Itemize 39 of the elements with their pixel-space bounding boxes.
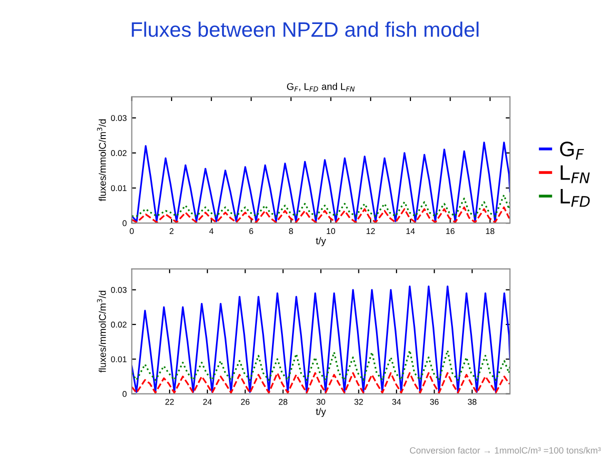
chart-subtitle: G$_{F}$, L$_{FD}$ and L$_{FN}$ xyxy=(287,82,355,92)
x-tick-label: 30 xyxy=(316,398,326,405)
x-tick-label: 24 xyxy=(203,398,212,405)
y-tick-label: 0.02 xyxy=(111,322,126,328)
y-axis-title: fluxes/mmolC/m$^{3}$/d xyxy=(97,119,106,202)
legend-label: L$_{FD}$ xyxy=(560,189,590,207)
x-tick-label: 2 xyxy=(170,228,174,234)
x-tick-label: 36 xyxy=(430,398,439,405)
y-tick-label: 0.01 xyxy=(111,356,126,362)
x-tick-label: 28 xyxy=(278,398,288,405)
x-tick-label: 16 xyxy=(446,228,455,234)
x-tick-label: 34 xyxy=(392,398,401,405)
y-tick-label: 0.03 xyxy=(111,115,127,121)
x-tick-label: 12 xyxy=(366,228,375,234)
y-tick-label: 0 xyxy=(122,391,127,397)
x-tick-label: 10 xyxy=(326,228,336,234)
x-tick-label: 22 xyxy=(165,398,174,405)
y-tick-label: 0.03 xyxy=(111,286,127,293)
y-tick-label: 0.01 xyxy=(111,185,126,192)
line-series xyxy=(132,194,510,217)
x-tick-label: 26 xyxy=(241,398,250,405)
line-series xyxy=(132,350,510,381)
x-tick-label: 0 xyxy=(130,228,134,234)
y-axis-title: fluxes/mmolC/m$^{3}$/d xyxy=(97,290,106,373)
y-tick-label: 0.02 xyxy=(111,150,126,156)
legend-label: L$_{FN}$ xyxy=(560,165,590,184)
x-axis-title: t/y xyxy=(316,408,326,417)
y-tick-label: 0 xyxy=(122,220,127,226)
x-tick-label: 14 xyxy=(406,228,415,234)
text: Conversion factor → 1mmolC/m³ =100 tons/km³ xyxy=(410,446,601,454)
x-tick-label: 6 xyxy=(249,228,254,234)
legend-label: G$_{F}$ xyxy=(560,142,584,160)
x-tick-label: 32 xyxy=(354,398,363,405)
x-tick-label: 38 xyxy=(468,398,476,405)
x-tick-label: 18 xyxy=(486,228,494,234)
x-tick-label: 4 xyxy=(209,228,214,234)
x-tick-label: 8 xyxy=(289,228,293,234)
x-axis-title: t/y xyxy=(316,237,326,246)
chart-title: Fluxes between NPZD and fish model xyxy=(132,22,478,37)
